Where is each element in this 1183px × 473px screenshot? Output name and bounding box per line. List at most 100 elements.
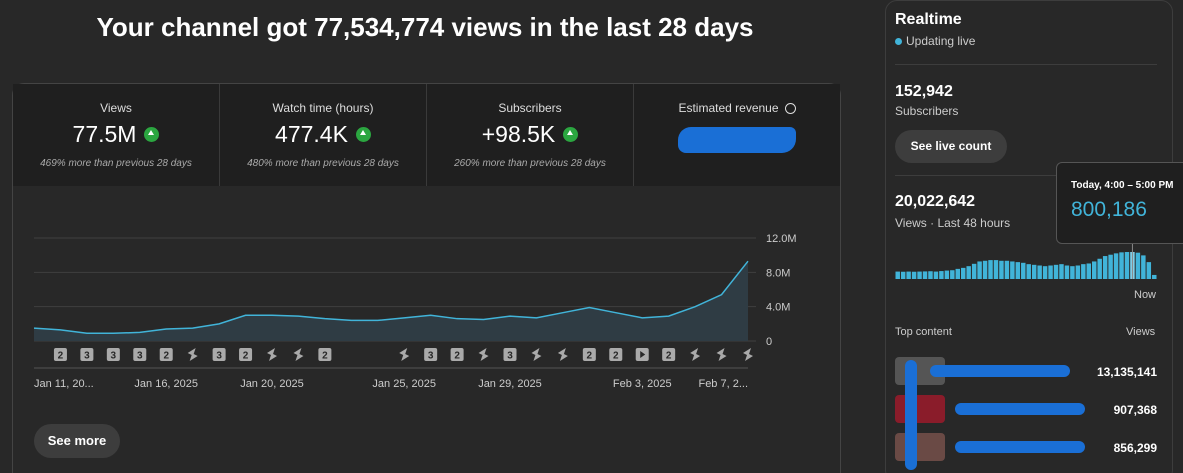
x-tick-label: Feb 7, 2... <box>698 378 748 390</box>
views-header: Views <box>1126 326 1156 338</box>
metric-tab: Estimated revenue <box>634 84 840 186</box>
realtime-bar <box>1015 262 1021 279</box>
realtime-title: Realtime <box>895 11 962 28</box>
metric-change: 469% more than previous 28 days <box>40 158 192 169</box>
metric-value: 477.4K <box>220 121 426 148</box>
up-icon <box>144 127 160 142</box>
marker-box <box>503 348 517 361</box>
marker-box <box>106 348 120 361</box>
marker-box <box>159 348 173 361</box>
page-title: Your channel got 77,534,774 views in the… <box>96 12 754 42</box>
metric-label: Views <box>100 101 132 115</box>
realtime-bar <box>1004 260 1010 279</box>
shorts-icon <box>399 348 410 361</box>
marker-label: 2 <box>613 351 619 362</box>
play-glyph <box>640 351 646 358</box>
marker-label: 2 <box>454 351 460 362</box>
marker-label: 3 <box>84 351 90 362</box>
realtime-bar <box>922 271 928 279</box>
value-text: +98.5K <box>481 121 556 147</box>
x-tick-label: Jan 29, 2025 <box>478 378 542 390</box>
shorts-icon <box>743 348 753 361</box>
marker-box <box>582 348 596 361</box>
realtime-bar <box>993 260 999 279</box>
marker-box <box>133 348 147 361</box>
realtime-bar <box>1097 258 1102 279</box>
realtime-bar <box>895 271 900 279</box>
y-tick-label: 0 <box>766 336 772 348</box>
realtime-bar <box>950 270 955 279</box>
marker-box <box>212 348 226 361</box>
up-icon <box>563 127 579 142</box>
shorts-icon <box>531 348 542 361</box>
realtime-bar <box>1026 264 1031 279</box>
metric-value: 77.5M <box>13 121 219 148</box>
tooltip-title: Today, 4:00 – 5:00 PM <box>1071 180 1174 191</box>
realtime-bar <box>1119 252 1124 279</box>
now-label: Now <box>1134 289 1157 301</box>
realtime-bar <box>1086 263 1091 279</box>
shorts-icon <box>267 348 277 361</box>
x-tick-label: Jan 16, 2025 <box>134 378 198 390</box>
x-tick-label: Feb 3, 2025 <box>613 378 672 390</box>
realtime-bar <box>955 268 960 279</box>
metric-change: 480% more than previous 28 days <box>247 158 399 169</box>
marker-label: 2 <box>58 351 64 362</box>
shorts-icon <box>690 348 701 361</box>
marker-box <box>318 348 332 361</box>
realtime-bar <box>1021 262 1026 279</box>
realtime-bar <box>906 271 911 279</box>
y-tick-label: 12.0M <box>766 233 797 245</box>
realtime-bar <box>1124 252 1130 279</box>
realtime-bar <box>1152 274 1157 279</box>
x-tick-label: Jan 11, 20... <box>34 378 94 390</box>
marker-label: 2 <box>666 351 672 362</box>
subs-value: 152,942 <box>895 83 953 100</box>
realtime-bar <box>1042 266 1048 279</box>
live-count-button[interactable]: See live count <box>895 130 1007 163</box>
metric-label: Subscribers <box>498 101 562 115</box>
divider <box>895 175 1157 176</box>
realtime-bar <box>1031 264 1037 279</box>
views-value: 856,299 <box>1113 441 1157 455</box>
metric-tab: Watch time (hours) 477.4K 480% more than p… <box>220 84 427 186</box>
redaction <box>678 127 796 153</box>
realtime-bar <box>1059 264 1064 279</box>
shorts-icon <box>716 348 727 361</box>
redaction <box>905 360 917 470</box>
x-tick-label: Jan 25, 2025 <box>372 378 436 390</box>
marker-box <box>80 348 94 361</box>
see-more-button[interactable]: See more <box>34 424 120 458</box>
realtime-bar <box>971 263 977 279</box>
marker-label: 2 <box>322 351 328 362</box>
shorts-icon <box>187 348 198 361</box>
realtime-bar <box>1081 264 1086 279</box>
realtime-bar <box>1102 256 1108 279</box>
marker-box <box>53 348 67 361</box>
metric-tab: Views 77.5M 469% more than previous 28 day… <box>13 84 220 186</box>
marker-box <box>609 348 623 361</box>
redaction <box>955 441 1085 453</box>
shorts-icon <box>293 348 304 361</box>
realtime-bar <box>933 271 939 279</box>
realtime-bar <box>982 260 988 279</box>
realtime-bar <box>1113 253 1119 279</box>
marker-box <box>662 348 676 361</box>
realtime-bar <box>961 267 966 279</box>
area <box>34 261 748 341</box>
marker-label: 3 <box>137 351 143 362</box>
realtime-bar <box>1141 255 1146 279</box>
realtime-bar <box>1048 265 1053 279</box>
marker-label: 2 <box>163 351 169 362</box>
realtime-bar <box>1064 265 1070 279</box>
redaction <box>955 403 1085 415</box>
subs-label: Subscribers <box>895 104 959 118</box>
marker-label: 3 <box>111 351 117 362</box>
realtime-bar <box>928 271 933 279</box>
realtime-bar <box>917 271 922 279</box>
realtime-bar <box>1010 261 1015 279</box>
realtime-bar <box>911 271 917 279</box>
metric-label: Watch time (hours) <box>272 101 374 115</box>
realtime-bar <box>1108 254 1113 279</box>
marker-label: 2 <box>587 351 593 362</box>
